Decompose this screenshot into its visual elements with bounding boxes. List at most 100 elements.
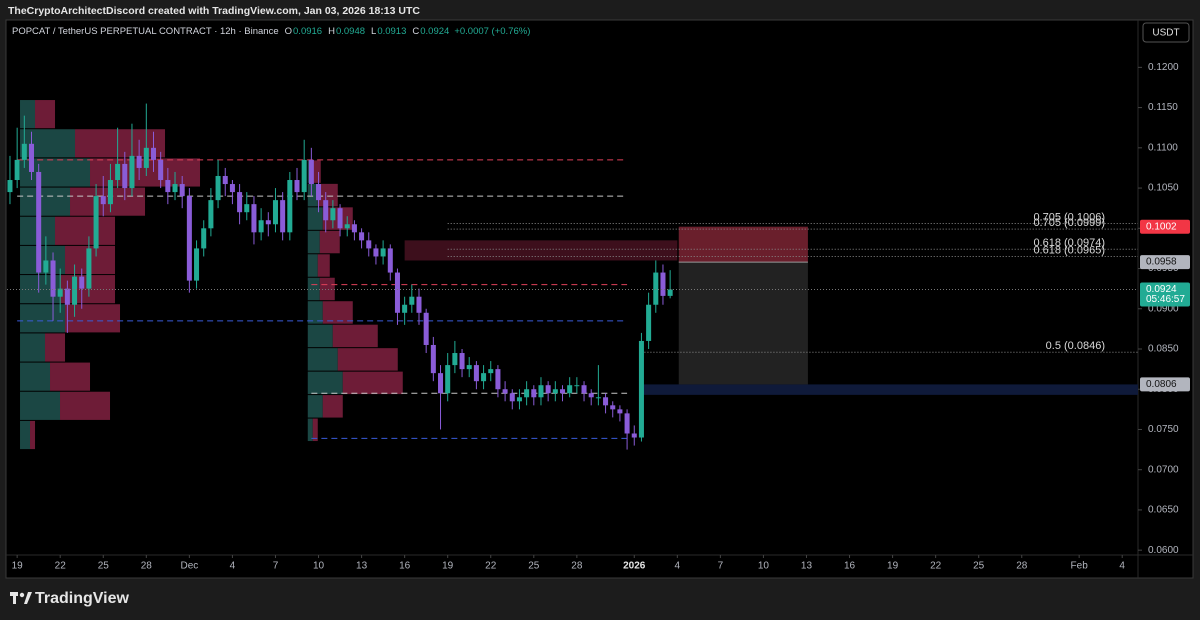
price-tag [1140, 282, 1190, 307]
candle-body [538, 385, 544, 398]
legend-item: POPCAT / TetherUS PERPETUAL CONTRACT · 1… [12, 26, 279, 37]
candle-body [445, 365, 451, 394]
x-tick-label: 25 [973, 561, 985, 572]
profile-down [30, 420, 36, 450]
x-tick-label: 7 [718, 561, 724, 572]
profile-up [20, 187, 71, 216]
x-tick-label: 7 [273, 561, 279, 572]
x-tick-label: 22 [930, 561, 942, 572]
candle-body [265, 220, 271, 225]
currency[interactable]: USDT [1152, 28, 1179, 39]
profile-down [322, 395, 343, 418]
x-tick-label: 19 [887, 561, 899, 572]
candle-body [394, 272, 400, 313]
candle-body [610, 405, 616, 410]
candle-body [531, 389, 537, 398]
candle-body [366, 240, 372, 249]
x-tick-label: 22 [55, 561, 67, 572]
profile-down [55, 216, 116, 245]
candle-body [150, 147, 157, 160]
candle-body [258, 220, 264, 233]
candle-body [7, 180, 13, 193]
fib-label: 0.705 (0.1006) [1033, 211, 1105, 223]
candle-body [179, 184, 185, 197]
profile-up [20, 245, 66, 275]
profile-up [307, 254, 318, 277]
brand-logo [10, 592, 32, 604]
x-tick-label: 25 [98, 561, 110, 572]
profile-up [20, 129, 76, 158]
profile-up [20, 391, 61, 420]
candle-body [28, 143, 35, 172]
candle-body [516, 397, 522, 402]
candle-body [502, 389, 508, 394]
x-tick-label: Dec [180, 561, 198, 572]
profile-down [65, 304, 121, 333]
profile-up [307, 324, 333, 348]
x-tick-label: Feb [1071, 561, 1089, 572]
x-tick-label: 28 [1016, 561, 1028, 572]
profile-up [307, 230, 320, 254]
candle-body [638, 340, 644, 438]
candle-body [524, 389, 530, 398]
countdown: 05:46:57 [1146, 294, 1185, 305]
profile-down [332, 324, 378, 348]
candle-body [36, 171, 42, 273]
profile-down [322, 301, 353, 324]
candle-body [509, 393, 515, 402]
candle-body [351, 224, 357, 233]
candle-body [603, 397, 609, 406]
candle-body [667, 289, 673, 296]
candle-body [136, 155, 142, 168]
brand: TradingView [35, 590, 130, 607]
y-tick-label: 0.0900 [1148, 303, 1179, 314]
profile-up [307, 395, 323, 418]
y-tick-label: 0.1050 [1148, 183, 1179, 194]
symbol-legend: POPCAT / TetherUS PERPETUAL CONTRACT · 1… [12, 26, 530, 37]
candle-body [272, 200, 278, 225]
logo-part [24, 592, 32, 604]
candle-body [481, 373, 487, 382]
candle-body [631, 433, 637, 438]
candle-body [72, 276, 78, 305]
chart-area [5, 19, 1194, 579]
candle-body [624, 413, 630, 434]
profile-down [60, 391, 111, 420]
candle-body [93, 196, 99, 249]
candle-body [287, 180, 293, 233]
candle-body [323, 200, 329, 221]
y-tick-label: 0.0650 [1148, 505, 1179, 516]
y-tick-label: 0.0700 [1148, 464, 1179, 475]
candle-body [215, 175, 221, 201]
fib-label: 0.5 (0.0846) [1046, 340, 1105, 352]
profile-down [35, 100, 56, 129]
x-tick-label: 19 [442, 561, 454, 572]
candle-body [86, 248, 92, 289]
x-tick-label: 2026 [623, 561, 646, 572]
profile-down [317, 254, 330, 277]
profile-down [312, 160, 321, 183]
candle-body [380, 248, 386, 257]
price-tag-label: 0.0958 [1146, 257, 1177, 268]
candle-body [409, 296, 415, 305]
candle-body [50, 260, 56, 297]
currency-button[interactable] [1142, 22, 1190, 43]
candle-body [316, 184, 322, 201]
candle-body [251, 204, 257, 233]
candle-body [172, 184, 178, 193]
candle-body [57, 288, 63, 297]
candle-body [430, 344, 436, 374]
profile-down [50, 362, 91, 391]
x-tick-label: 22 [485, 561, 497, 572]
x-tick-label: 13 [356, 561, 368, 572]
candle-body [308, 159, 314, 185]
price-tag-label: 0.0924 [1146, 284, 1177, 295]
x-tick-label: 16 [399, 561, 411, 572]
candle-body [595, 397, 601, 399]
x-tick-label: 10 [758, 561, 770, 572]
candle-body [373, 248, 379, 257]
candle-body [387, 248, 393, 273]
candle-body [64, 288, 70, 305]
price-tag [1140, 377, 1190, 392]
candle-body [473, 365, 479, 382]
